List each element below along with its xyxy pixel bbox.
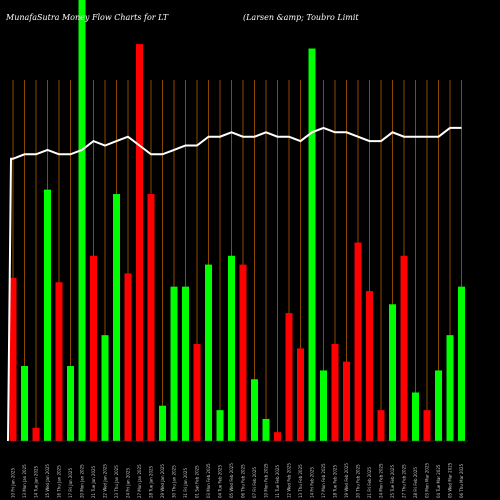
x-tick-label: 10 Fri Jan 2025 [11,468,16,498]
x-tick-label: 14 Tue Jan 2025 [34,465,39,498]
x-tick-label: 04 Tue Feb 2025 [218,465,223,498]
bar-8 [90,255,97,441]
bar-9 [101,335,109,441]
bar-16 [182,286,189,441]
bar-12 [136,44,143,441]
bar-40 [458,286,465,441]
x-tick-label: 24 Fri Jan 2025 [126,468,131,498]
bar-33 [377,410,385,441]
bar-14 [159,405,166,441]
x-tick-label: 17 Mon Feb 2025 [321,463,326,498]
bar-4 [44,189,51,441]
x-tick-label: 23 Thu Jan 2025 [114,465,119,498]
bar-35 [400,255,408,441]
bar-25 [285,313,293,441]
bar-23 [262,418,270,441]
x-tick-label: 24 Mon Feb 2025 [379,463,384,498]
x-tick-label: 13 Thu Feb 2025 [298,464,303,498]
bar-3 [32,427,40,441]
x-tick-label: 21 Fri Feb 2025 [367,467,372,498]
x-tick-label: 17 Fri Jan 2025 [68,468,73,498]
bar-24 [274,432,281,441]
x-tick-label: 06 Thu Mar 2025 [459,463,464,498]
bar-19 [216,410,224,441]
x-tick-label: 20 Mon Jan 2025 [80,464,85,498]
bar-11 [124,273,132,441]
bar-17 [193,343,201,441]
bar-7 [78,0,86,441]
bar-20 [228,255,235,441]
bar-26 [297,348,304,441]
bar-32 [366,291,373,441]
x-tick-label: 28 Fri Feb 2025 [413,467,418,498]
x-tick-label: 06 Thu Feb 2025 [241,464,246,498]
x-tick-label: 03 Mon Mar 2025 [425,462,430,498]
chart-title-left: MunafaSutra Money Flow Charts for LT [5,13,169,22]
bar-29 [331,343,339,441]
x-tick-label: 25 Tue Feb 2025 [390,465,395,498]
bar-30 [343,361,350,441]
bar-21 [239,264,247,441]
money-flow-line [7,126,462,442]
bar-series [9,0,465,441]
bar-34 [389,304,396,441]
bar-1 [9,277,17,441]
bar-18 [205,264,212,441]
bar-39 [446,335,454,441]
bar-38 [435,370,442,441]
x-tick-label: 27 Mon Jan 2025 [137,464,142,498]
bar-22 [251,379,258,441]
x-tick-label: 15 Wed Jan 2025 [45,464,50,498]
x-tick-label: 12 Wed Feb 2025 [287,463,292,498]
x-tick-label: 21 Tue Jan 2025 [91,465,96,498]
x-tick-label: 01 Sat Feb 2025 [195,465,200,498]
bar-15 [170,286,178,441]
bar-28 [320,370,327,441]
x-tick-label: 03 Mon Feb 2025 [206,463,211,498]
x-tick-label: 14 Fri Feb 2025 [310,467,315,498]
bar-5 [55,282,63,441]
bar-13 [147,194,155,441]
bar-37 [423,410,431,441]
x-tick-label: 22 Wed Jan 2025 [103,464,108,498]
x-tick-label: 05 Wed Feb 2025 [229,463,234,498]
bar-36 [412,392,419,441]
x-tick-label: 07 Fri Feb 2025 [252,467,257,498]
x-tick-label: 19 Wed Feb 2025 [344,463,349,498]
x-tick-label: 31 Fri Jan 2025 [183,468,188,498]
chart-title-right: (Larsen &amp; Toubro Limit [243,13,359,22]
x-tick-label: 11 Tue Feb 2025 [275,465,280,498]
x-tick-label: 30 Thu Jan 2025 [172,465,177,498]
x-tick-label: 10 Mon Feb 2025 [264,463,269,498]
x-tick-label: 04 Tue Mar 2025 [436,464,441,498]
x-tick-label: 27 Thu Feb 2025 [402,464,407,498]
x-tick-label: 20 Thu Feb 2025 [356,464,361,498]
bar-31 [354,242,362,441]
bar-27 [308,48,316,441]
x-tick-label: 28 Tue Jan 2025 [149,465,154,498]
bar-10 [113,194,120,441]
x-tick-label: 05 Wed Mar 2025 [448,462,453,498]
bar-2 [21,366,28,441]
x-tick-label: 29 Wed Jan 2025 [160,464,165,498]
x-tick-label: 18 Tue Feb 2025 [333,465,338,498]
x-tick-label: 16 Thu Jan 2025 [57,465,62,498]
x-tick-label: 13 Mon Jan 2025 [22,464,27,498]
x-tick-labels: 10 Fri Jan 2025 13 Mon Jan 2025 14 Tue Jan… [11,462,465,498]
bar-6 [67,366,74,441]
